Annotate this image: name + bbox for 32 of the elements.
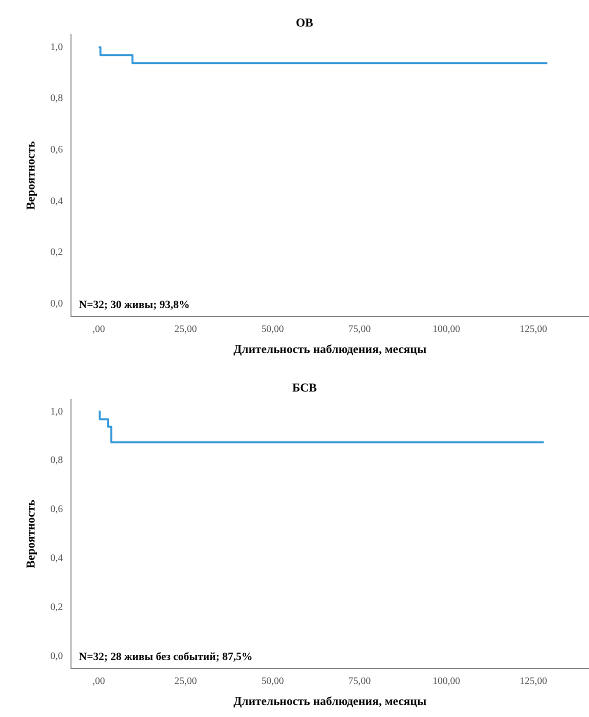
y-tick-label: 1,0 [50,406,63,418]
annotation: N=32; 30 живы; 93,8% [78,298,190,311]
y-tick-label: 0,6 [50,504,63,516]
y-tick-label: 0,4 [50,553,63,564]
x-tick-label: ,00 [92,676,105,688]
y-tick-label: 0,8 [50,455,63,466]
x-tick-label: 75,00 [348,324,371,336]
y-tick-label: 1,0 [50,42,63,53]
x-tick-label: 25,00 [174,324,197,336]
y-tick-label: 0,0 [50,298,63,310]
y-tick-label: 0,6 [50,144,63,156]
y-tick-label: 0,4 [50,196,63,207]
x-tick-label: 25,00 [174,676,197,688]
y-tick-label: 0,8 [50,93,63,104]
x-axis-title: Длительность наблюдения, месяцы [233,694,428,708]
x-tick-label: 100,00 [432,324,460,336]
y-tick-label: 0,2 [50,602,63,614]
x-tick-label: 125,00 [520,676,548,688]
x-axis-title: Длительность наблюдения, месяцы [233,342,428,356]
x-tick-label: 100,00 [432,676,460,688]
chart-title: ОВ [296,15,314,30]
x-tick-label: 125,00 [520,324,548,336]
y-axis-title: Вероятность [23,140,38,210]
x-tick-label: 50,00 [261,676,284,688]
y-tick-label: 0,2 [50,247,63,258]
x-tick-label: ,00 [92,324,105,336]
y-tick-label: 0,0 [50,650,63,662]
annotation: N=32; 28 живы без событий; 87,5% [78,650,252,663]
x-tick-label: 50,00 [261,324,284,336]
chart-title: БСВ [292,380,317,394]
x-tick-label: 75,00 [348,676,371,688]
y-axis-title: Вероятность [23,499,38,568]
